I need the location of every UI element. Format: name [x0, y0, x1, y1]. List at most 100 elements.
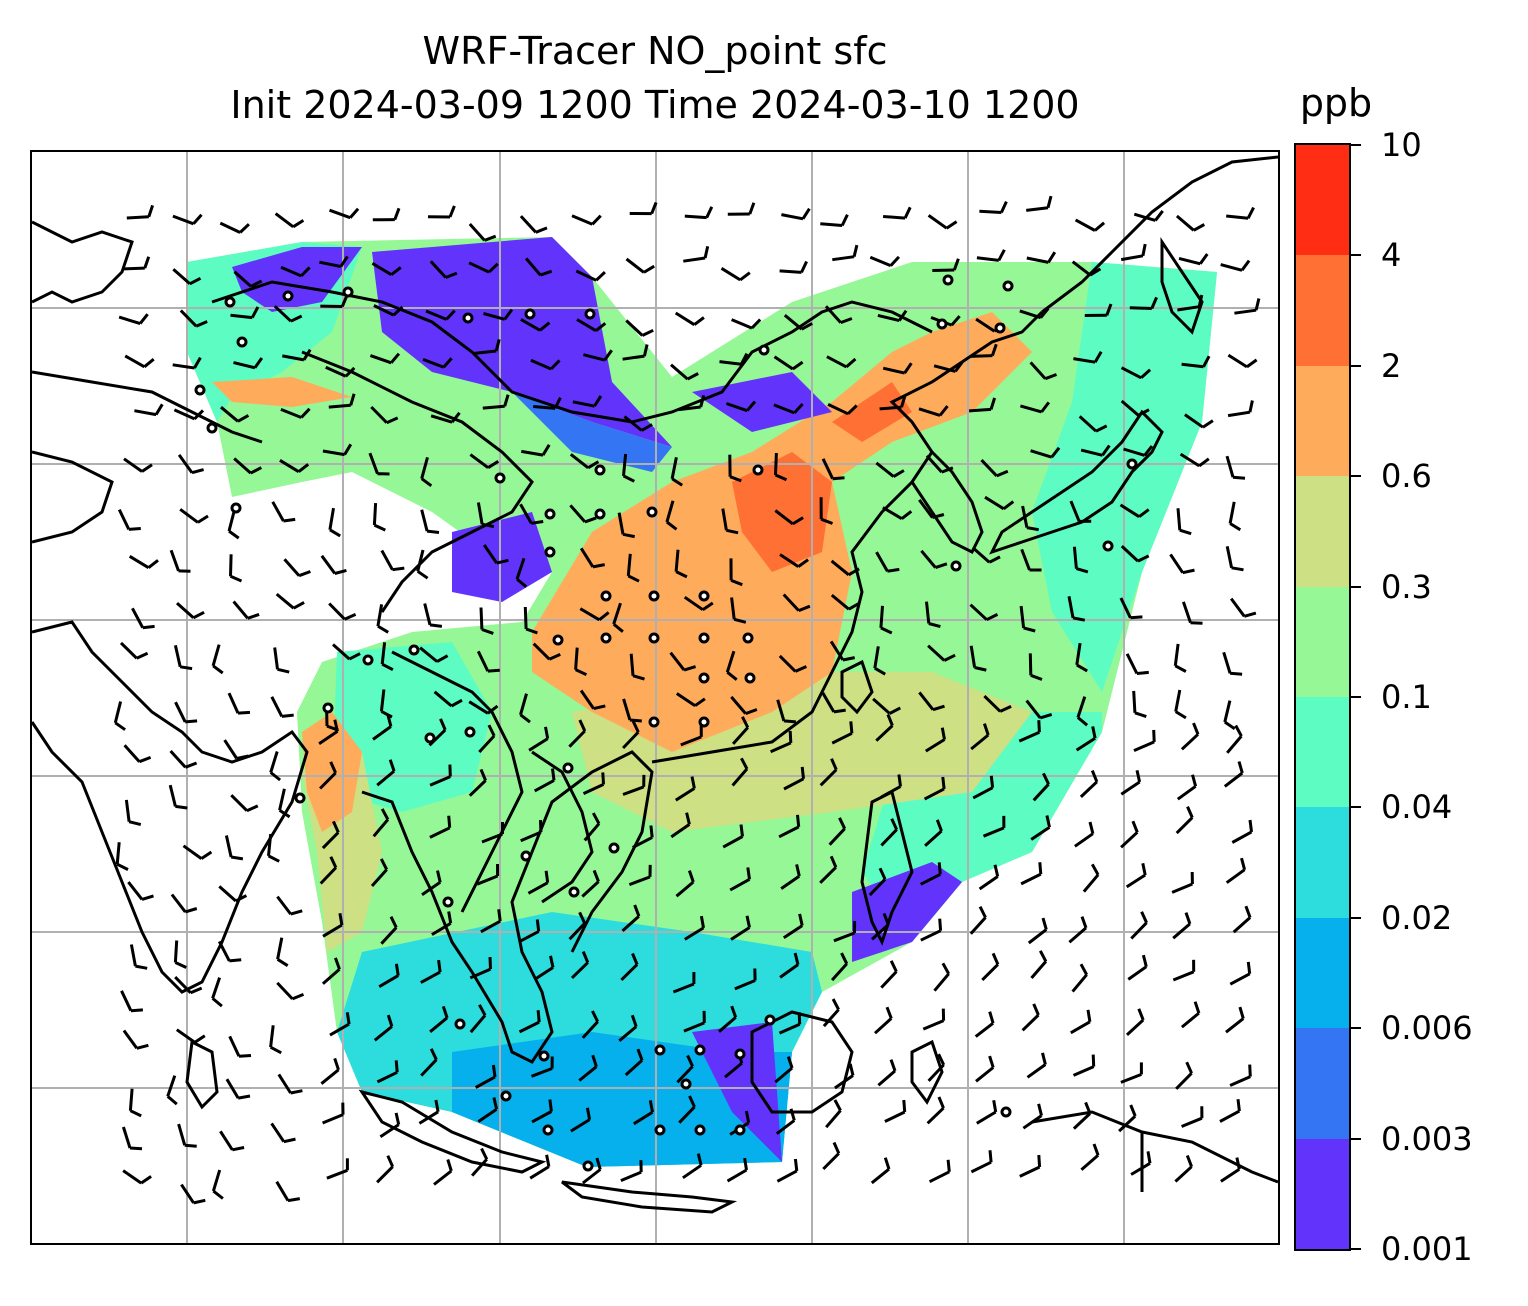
point-source-marker	[680, 1078, 692, 1090]
wind-barb	[1226, 724, 1243, 754]
wind-barb	[1181, 1106, 1204, 1128]
wind-barb	[821, 692, 846, 714]
coastline-newguinea	[1031, 1110, 1278, 1192]
coastline-kamchatka	[1160, 237, 1204, 335]
wind-barb	[518, 1010, 541, 1034]
point-source-marker	[758, 344, 770, 356]
wind-barb	[581, 1010, 600, 1039]
colorbar-band	[1296, 255, 1349, 366]
point-source-marker	[236, 336, 248, 348]
wind-barb	[180, 1183, 206, 1205]
wind-barb	[172, 268, 202, 286]
wind-barb	[482, 544, 509, 565]
wind-barb	[372, 503, 386, 532]
wind-barb	[729, 558, 743, 587]
wind-barb	[420, 1048, 438, 1077]
wind-barb	[326, 1158, 349, 1180]
wind-barb	[923, 776, 946, 801]
wind-barb	[369, 352, 401, 365]
wind-barb	[625, 257, 655, 274]
wind-barb	[821, 458, 845, 481]
wind-barb	[782, 593, 811, 612]
wind-barb	[676, 1054, 694, 1084]
wind-barb	[778, 814, 801, 839]
wind-barb	[633, 1100, 654, 1126]
wind-barb	[981, 952, 1000, 981]
wind-barb	[229, 554, 243, 583]
wind-barb	[282, 348, 312, 362]
wind-barb	[1076, 696, 1089, 727]
colorbar-tick-mark	[1351, 364, 1361, 367]
wind-barb	[776, 699, 797, 724]
wind-barb	[629, 201, 658, 216]
wind-barb	[731, 716, 750, 745]
wind-barb	[819, 758, 838, 787]
wind-barb	[372, 808, 390, 838]
colorbar-tick-label: 0.04	[1381, 788, 1453, 827]
wind-barb	[1172, 912, 1192, 940]
colorbar-tick-label: 0.001	[1381, 1230, 1473, 1268]
wind-barb	[1020, 548, 1042, 572]
wind-barb	[875, 551, 900, 573]
wind-barb	[319, 761, 337, 790]
wind-barb	[128, 555, 159, 569]
border-laos	[531, 750, 594, 904]
wind-barb	[879, 605, 893, 635]
wind-barb	[533, 768, 556, 793]
colorbar-tick-mark	[1351, 1027, 1361, 1030]
wind-barb	[328, 207, 360, 220]
wind-barb	[425, 309, 456, 321]
wind-barb	[533, 396, 562, 410]
wind-barb	[224, 835, 244, 861]
wind-barb	[775, 1108, 796, 1135]
wind-barb	[971, 546, 1001, 564]
wind-barb	[828, 817, 847, 846]
wind-barb	[530, 1056, 554, 1078]
wind-barb	[319, 856, 338, 885]
wind-barb	[1070, 1009, 1092, 1035]
wind-barb	[1220, 1157, 1241, 1183]
wind-barb	[568, 719, 587, 748]
wind-barb	[1220, 259, 1251, 272]
wind-barb	[827, 403, 858, 416]
colorbar-tick-mark	[1351, 475, 1361, 478]
wind-barb	[1174, 689, 1187, 720]
wind-barb	[579, 547, 605, 569]
coastline-taiwan	[840, 659, 874, 715]
wind-barb	[219, 221, 250, 234]
plot-title-line2: Init 2024-03-09 1200 Time 2024-03-10 120…	[230, 83, 1080, 127]
wind-barb	[372, 207, 401, 222]
wind-barb	[880, 818, 899, 847]
wind-barb	[1132, 690, 1147, 719]
wind-barb	[217, 940, 242, 963]
wind-barb	[622, 453, 635, 483]
wind-barb	[429, 815, 452, 839]
wind-barb	[275, 592, 305, 610]
wind-barb	[1019, 401, 1050, 414]
wind-barb	[783, 314, 813, 331]
wind-barb	[416, 549, 429, 580]
point-source-marker	[408, 644, 420, 656]
wind-barb	[1067, 596, 1086, 622]
colorbar-band	[1296, 476, 1349, 587]
wind-barb	[1178, 253, 1209, 266]
wind-barb	[920, 862, 942, 886]
wind-barb	[1075, 642, 1088, 673]
wind-barb	[1019, 605, 1036, 633]
wind-barb	[368, 452, 390, 476]
wind-barb	[683, 1010, 706, 1033]
wind-barb	[421, 870, 442, 896]
wind-barb	[683, 595, 714, 611]
wind-barb	[770, 730, 793, 754]
wind-barb	[276, 937, 289, 967]
wind-barb	[978, 864, 1000, 891]
wind-barb	[618, 1014, 638, 1042]
point-source-marker	[1002, 280, 1014, 292]
wind-barb	[781, 207, 811, 221]
wind-barb	[734, 968, 757, 991]
wind-barb	[581, 1157, 602, 1185]
wind-barb	[117, 508, 141, 531]
wind-barb	[169, 549, 191, 573]
field-purple-south	[692, 1022, 782, 1162]
wind-barb	[118, 313, 149, 326]
